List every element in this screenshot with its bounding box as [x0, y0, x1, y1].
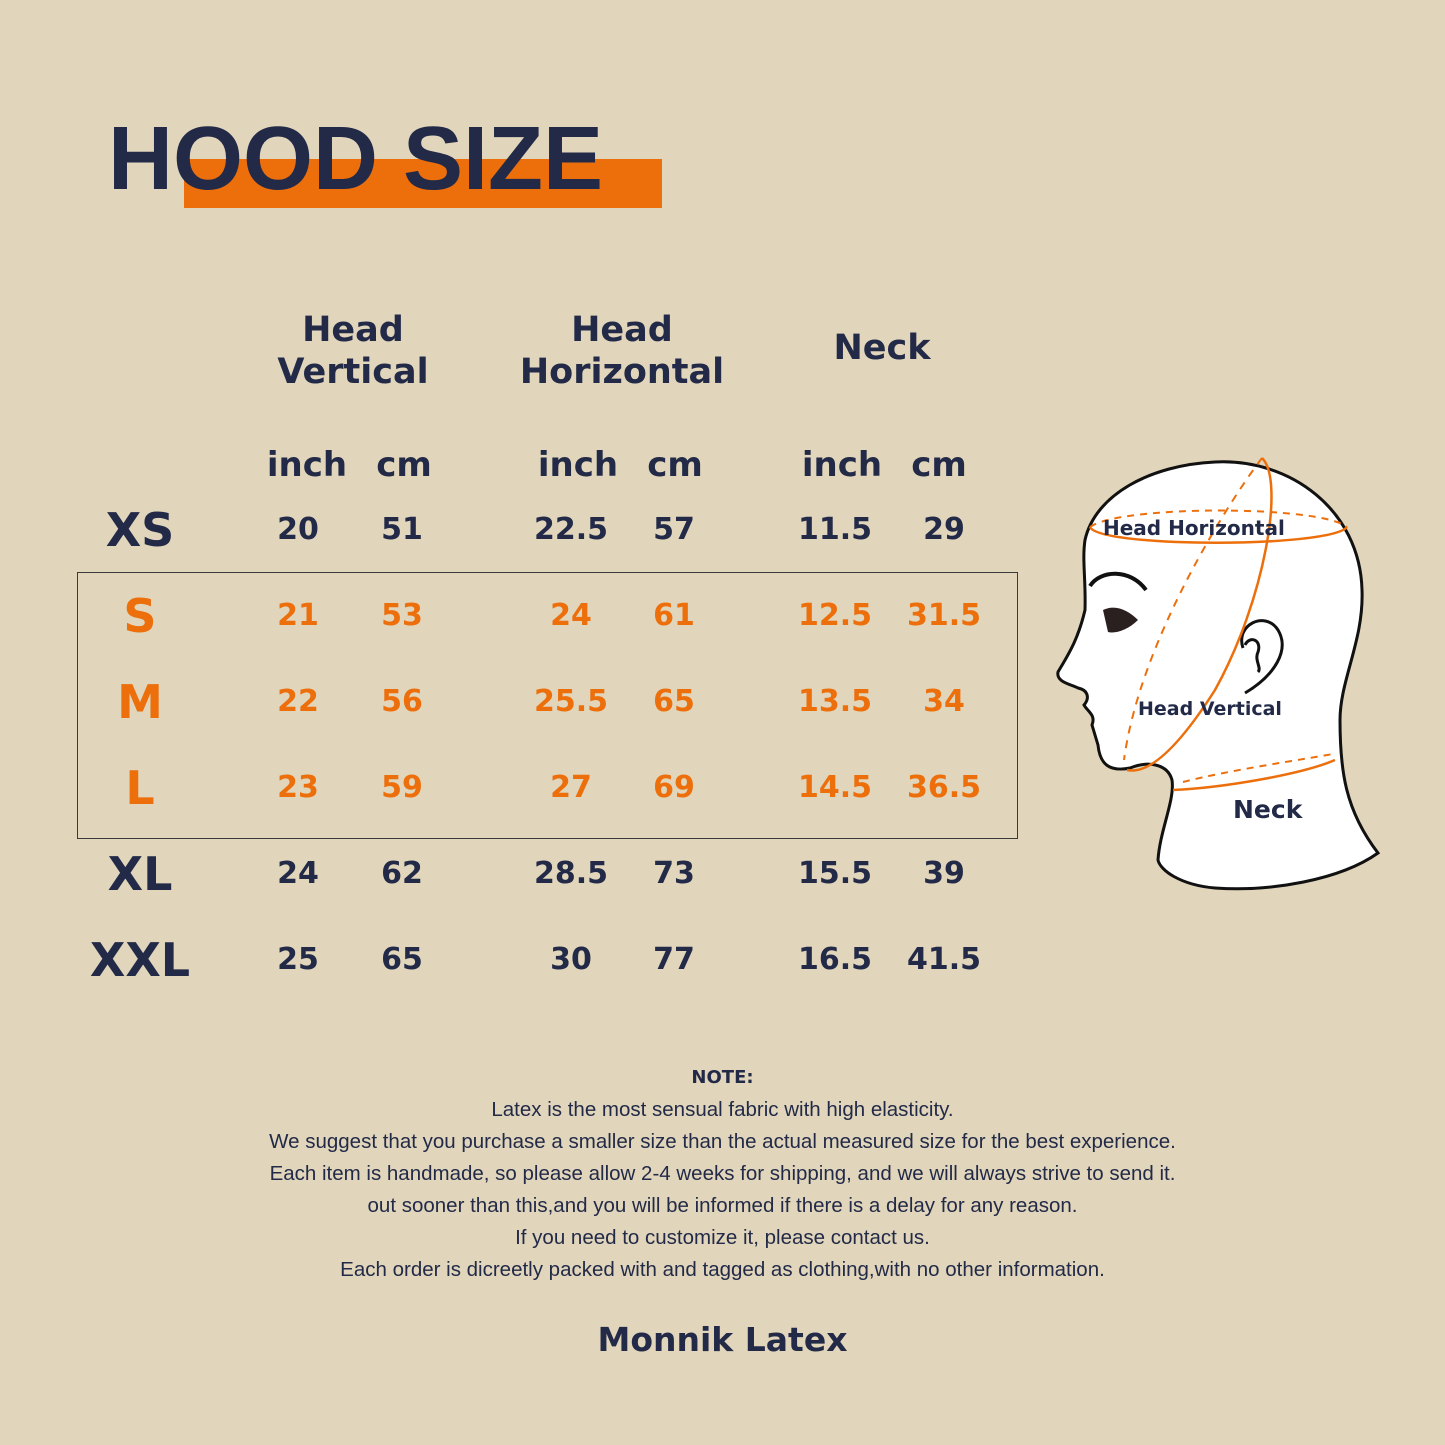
table-cell: 25.5 — [533, 684, 609, 719]
unit-label: inch — [266, 445, 348, 485]
ear — [1240, 619, 1284, 695]
note-line: If you need to customize it, please cont… — [515, 1226, 930, 1249]
table-cell: 29 — [923, 512, 965, 547]
note-line: out sooner than this,and you will be inf… — [367, 1194, 1078, 1217]
header-head-horizontal: Head Horizontal — [472, 309, 772, 393]
table-cell: 56 — [381, 684, 423, 719]
table-cell: 62 — [381, 856, 423, 891]
eye — [1103, 607, 1138, 633]
table-cell: 15.5 — [797, 856, 873, 891]
size-label: XXL — [89, 933, 191, 987]
note-section: NOTE: Latex is the most sensual fabric w… — [0, 1062, 1445, 1286]
table-cell: 39 — [923, 856, 965, 891]
table-cell: 14.5 — [797, 770, 873, 805]
table-cell: 21 — [277, 598, 319, 633]
title-underline-bar — [184, 159, 662, 208]
table-cell: 34 — [923, 684, 965, 719]
unit-label: cm — [647, 445, 703, 485]
size-label: XL — [107, 847, 173, 901]
header-line2: Horizontal — [519, 352, 725, 392]
table-cell: 36.5 — [906, 770, 982, 805]
note-line: Each order is dicreetly packed with and … — [340, 1258, 1105, 1281]
table-cell: 65 — [653, 684, 695, 719]
table-cell: 61 — [653, 598, 695, 633]
table-cell: 53 — [381, 598, 423, 633]
size-label: S — [123, 589, 157, 643]
table-cell: 22.5 — [533, 512, 609, 547]
recommended-sizes-box — [77, 572, 1018, 839]
table-cell: 51 — [381, 512, 423, 547]
table-cell: 69 — [653, 770, 695, 805]
label-head-vertical: Head Vertical — [1138, 698, 1282, 720]
table-cell: 16.5 — [797, 942, 873, 977]
unit-label: inch — [801, 445, 883, 485]
table-cell: 59 — [381, 770, 423, 805]
head-outline — [1056, 460, 1381, 891]
brand-name: Monnik Latex — [597, 1320, 848, 1359]
table-cell: 31.5 — [906, 598, 982, 633]
table-cell: 20 — [277, 512, 319, 547]
size-label: L — [125, 761, 155, 815]
table-cell: 73 — [653, 856, 695, 891]
table-cell: 11.5 — [797, 512, 873, 547]
note-line: Latex is the most sensual fabric with hi… — [491, 1098, 954, 1121]
header-neck: Neck — [732, 327, 1032, 369]
table-cell: 30 — [550, 942, 592, 977]
eyebrow — [1088, 571, 1148, 592]
table-cell: 57 — [653, 512, 695, 547]
header-line1: Head — [302, 310, 404, 350]
unit-label: cm — [376, 445, 432, 485]
table-cell: 65 — [381, 942, 423, 977]
table-cell: 22 — [277, 684, 319, 719]
header-head-vertical: Head Vertical — [203, 309, 503, 393]
header-line1: Head — [571, 310, 673, 350]
unit-label: cm — [911, 445, 967, 485]
size-label: M — [117, 675, 163, 729]
table-cell: 24 — [550, 598, 592, 633]
table-cell: 27 — [550, 770, 592, 805]
table-cell: 13.5 — [797, 684, 873, 719]
table-cell: 77 — [653, 942, 695, 977]
head-profile-icon: Head Horizontal Head Vertical Neck — [1056, 457, 1381, 891]
size-label: XS — [105, 503, 175, 557]
note-line: We suggest that you purchase a smaller s… — [269, 1130, 1176, 1153]
table-cell: 24 — [277, 856, 319, 891]
header-line2: Vertical — [277, 352, 429, 392]
table-cell: 12.5 — [797, 598, 873, 633]
label-head-horizontal: Head Horizontal — [1103, 516, 1285, 540]
note-title: NOTE: — [691, 1067, 754, 1088]
page-title: HOOD SIZE — [108, 109, 604, 209]
unit-label: inch — [537, 445, 619, 485]
table-cell: 23 — [277, 770, 319, 805]
table-cell: 28.5 — [533, 856, 609, 891]
table-cell: 41.5 — [906, 942, 982, 977]
table-cell: 25 — [277, 942, 319, 977]
header-line1: Neck — [833, 328, 931, 368]
label-neck: Neck — [1233, 795, 1304, 824]
note-line: Each item is handmade, so please allow 2… — [269, 1162, 1176, 1185]
